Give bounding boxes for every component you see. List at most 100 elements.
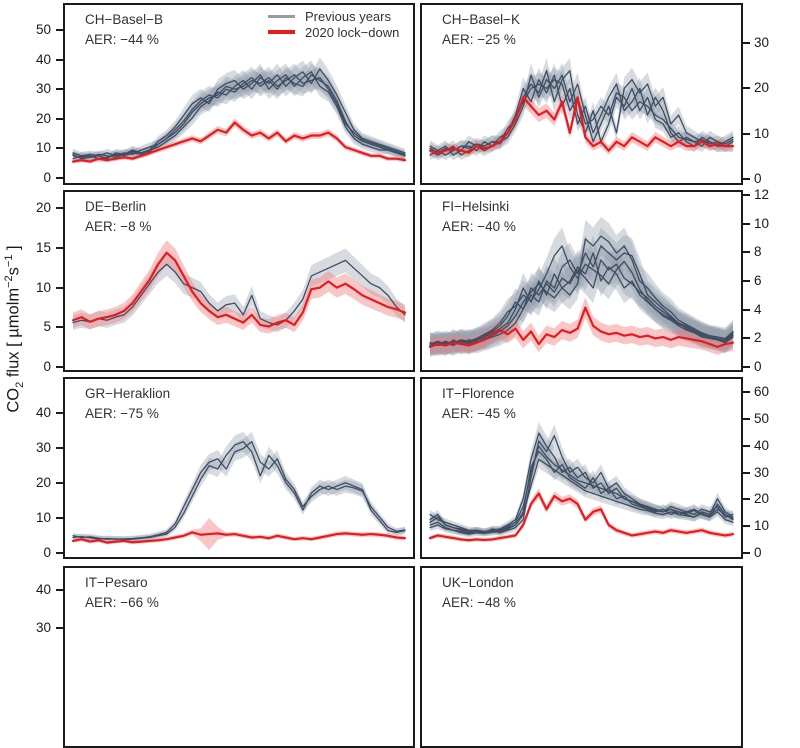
chart-canvas xyxy=(428,58,735,161)
y-axis-tick-label: 0 xyxy=(754,545,762,561)
y-axis-tick-label: 40 xyxy=(35,405,51,421)
panel-aer-label: AER: −25 % xyxy=(442,32,516,47)
y-axis-tick-label: 50 xyxy=(35,21,51,37)
previous-years-band xyxy=(73,63,405,163)
panel-it-pesaro: IT−Pesaro AER: −66 % xyxy=(63,566,415,748)
previous-years-line xyxy=(429,245,734,345)
y-axis-tick xyxy=(56,88,63,91)
y-axis-tick xyxy=(56,482,63,485)
figure-co2-flux: { "legend": [ {"label": "Previous years"… xyxy=(3,3,770,748)
y-axis-tick xyxy=(56,447,63,450)
y-axis-tick xyxy=(56,176,63,179)
previous-years-line xyxy=(429,458,734,535)
lockdown-line xyxy=(428,306,735,348)
panel-uk-london: UK−London AER: −48 % xyxy=(420,566,743,748)
legend-item-previous-years: Previous years xyxy=(268,8,399,24)
y-axis-tick-label: 15 xyxy=(35,240,51,256)
chart-canvas xyxy=(428,421,735,543)
panel-aer-label: AER: −75 % xyxy=(85,406,159,421)
y-axis-tick xyxy=(56,286,63,289)
y-axis-tick-label: 10 xyxy=(35,140,51,156)
previous-years-band xyxy=(73,57,405,163)
panel-aer-label: AER: −8 % xyxy=(85,219,152,234)
y-axis-tick xyxy=(56,326,63,329)
previous-years-line-swatch xyxy=(268,14,295,18)
y-axis-tick-label: 12 xyxy=(754,187,770,203)
y-axis-tick-label: 20 xyxy=(35,475,51,491)
y-axis-tick xyxy=(743,525,750,528)
y-axis-tick-label: 30 xyxy=(35,440,51,456)
y-axis-tick xyxy=(56,627,63,630)
panel-ch-basel-b: CH−Basel−B AER: −44 % xyxy=(63,3,415,185)
y-axis-tick xyxy=(743,365,750,368)
y-axis-tick-label: 60 xyxy=(754,384,770,400)
lockdown-line-swatch xyxy=(268,30,295,34)
y-axis-tick xyxy=(56,412,63,415)
previous-years-line xyxy=(72,440,406,541)
previous-years-line xyxy=(72,71,406,160)
legend-label: Previous years xyxy=(305,8,391,24)
y-axis-tick-label: 10 xyxy=(35,279,51,295)
y-axis-tick-label: 50 xyxy=(754,410,770,426)
y-axis-tick-label: 8 xyxy=(754,244,762,260)
panel-gr-heraklion: GR−Heraklion AER: −75 % xyxy=(63,377,415,559)
previous-years-band xyxy=(73,431,405,543)
y-axis-tick-label: 30 xyxy=(35,620,51,636)
panel-de-berlin: DE−Berlin AER: −8 % xyxy=(63,190,415,372)
previous-years-line xyxy=(72,74,406,160)
y-axis-tick-label: 20 xyxy=(754,491,770,507)
lockdown-line xyxy=(71,251,407,328)
y-axis-tick xyxy=(56,58,63,61)
lockdown-line xyxy=(428,96,735,154)
y-axis-tick-label: 30 xyxy=(754,464,770,480)
y-axis-tick xyxy=(743,552,750,555)
y-axis-tick-label: 20 xyxy=(35,110,51,126)
previous-years-band xyxy=(430,227,733,355)
y-axis-tick xyxy=(743,41,750,44)
lockdown-line xyxy=(71,121,407,163)
lockdown-band xyxy=(73,118,405,164)
panel-aer-label: AER: −45 % xyxy=(442,406,516,421)
y-axis-tick xyxy=(743,194,750,197)
y-axis-tick xyxy=(743,337,750,340)
previous-years-line xyxy=(72,259,406,326)
chart-canvas xyxy=(71,240,407,334)
previous-years-band xyxy=(430,424,733,536)
chart-canvas xyxy=(71,431,407,551)
y-axis-tick-label: 40 xyxy=(754,437,770,453)
y-axis-tick xyxy=(743,178,750,181)
y-axis-tick xyxy=(743,444,750,447)
y-axis-tick-label: 0 xyxy=(43,359,51,375)
panel-it-florence: IT−Florence AER: −45 % xyxy=(420,377,743,559)
lockdown-band xyxy=(430,297,733,355)
panel-title: CH−Basel−B xyxy=(85,12,164,27)
lockdown-band xyxy=(73,240,405,334)
panel-title: IT−Florence xyxy=(442,386,515,401)
y-axis-tick-label: 40 xyxy=(35,581,51,597)
previous-years-line xyxy=(429,235,734,348)
y-axis-tick xyxy=(56,552,63,555)
y-axis-tick-label: 40 xyxy=(35,51,51,67)
panel-fi-helsinki: FI−Helsinki AER: −40 % xyxy=(420,190,743,372)
previous-years-band xyxy=(430,216,733,358)
legend-label: 2020 lock−down xyxy=(305,24,400,40)
previous-years-band xyxy=(430,421,733,535)
y-axis-tick xyxy=(56,366,63,369)
panel-aer-label: AER: −48 % xyxy=(442,595,516,610)
panel-title: IT−Pesaro xyxy=(85,575,148,590)
panel-title: DE−Berlin xyxy=(85,199,147,214)
y-axis-tick xyxy=(743,308,750,311)
panel-title: CH−Basel−K xyxy=(442,12,521,27)
previous-years-line xyxy=(429,445,734,534)
y-axis-tick xyxy=(743,391,750,394)
y-axis-tick xyxy=(56,588,63,591)
panel-aer-label: AER: −66 % xyxy=(85,595,159,610)
y-axis-tick xyxy=(743,417,750,420)
y-axis-tick-label: 10 xyxy=(754,518,770,534)
y-axis-tick xyxy=(743,280,750,282)
y-axis-tick xyxy=(56,247,63,250)
y-axis-tick-label: 10 xyxy=(35,510,51,526)
panel-title: UK−London xyxy=(442,575,514,590)
y-axis-tick-label: 10 xyxy=(754,215,770,231)
legend-item-2020-lockdown: 2020 lock−down xyxy=(268,24,399,40)
